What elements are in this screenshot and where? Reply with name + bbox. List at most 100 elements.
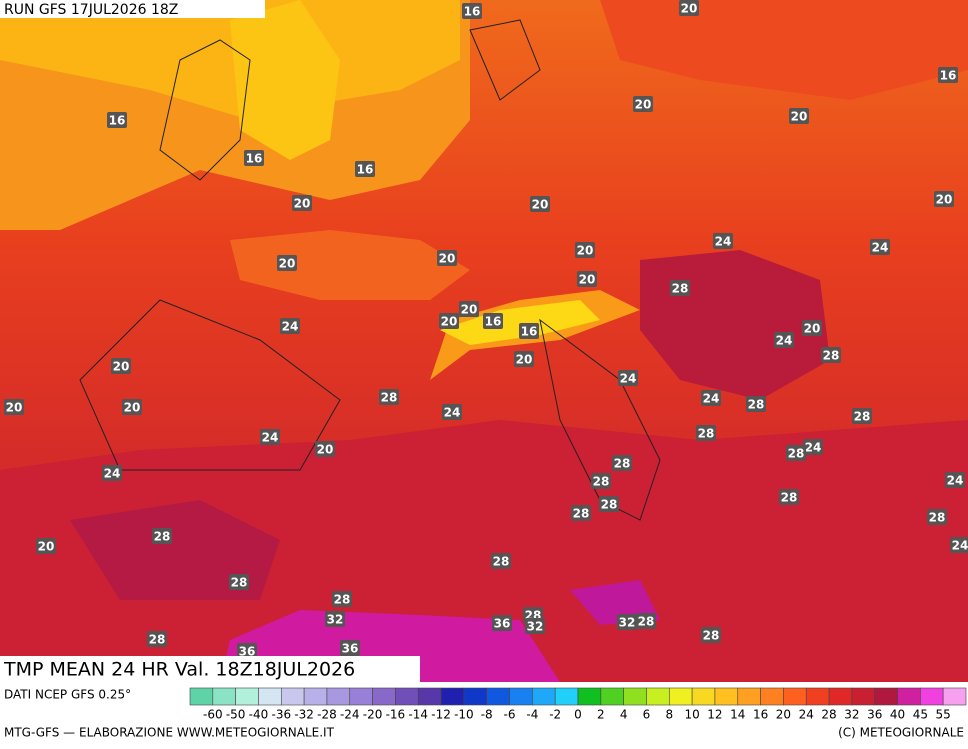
label-box — [237, 643, 257, 659]
scale-swatch — [235, 687, 259, 706]
label-box — [519, 323, 539, 339]
label-box — [701, 390, 721, 406]
scale-label: 8 — [665, 708, 673, 722]
scale-swatch — [714, 687, 739, 706]
contour-label: 28 — [154, 530, 171, 544]
contour-label: 16 — [940, 69, 957, 83]
scale-swatch — [737, 687, 761, 706]
scale-label: -4 — [526, 708, 538, 722]
contour-label: 20 — [441, 315, 458, 329]
contour-label: 20 — [804, 322, 821, 336]
label-box — [802, 320, 822, 336]
label-box — [315, 441, 335, 457]
contour-label: 20 — [38, 540, 55, 554]
label-box — [636, 613, 656, 629]
scale-swatch — [486, 687, 510, 706]
scale-label: 4 — [620, 708, 628, 722]
scale-swatch — [920, 687, 944, 706]
label-box — [355, 161, 375, 177]
scale-swatch — [212, 687, 236, 706]
contour-label: 16 — [109, 114, 126, 128]
contour-label: 20 — [113, 360, 130, 374]
contour-label: 32 — [527, 620, 544, 634]
label-box — [617, 614, 637, 630]
contour-label: 36 — [239, 645, 256, 659]
contour-label: 20 — [279, 257, 296, 271]
contour-label: 20 — [461, 303, 478, 317]
contour-label: 28 — [334, 593, 351, 607]
label-box — [821, 347, 841, 363]
map-field — [0, 0, 968, 682]
scale-swatch — [395, 687, 419, 706]
scale-label: 24 — [799, 708, 814, 722]
label-box — [679, 0, 699, 16]
label-box — [599, 496, 619, 512]
label-box — [786, 445, 806, 461]
contour-label: 36 — [494, 617, 511, 631]
label-box — [670, 280, 690, 296]
label-box — [934, 191, 954, 207]
scale-swatch — [668, 687, 693, 706]
contour-label: 20 — [577, 244, 594, 258]
contour-label: 20 — [791, 110, 808, 124]
scale-label: 32 — [844, 708, 859, 722]
label-box — [107, 112, 127, 128]
scale-swatch — [874, 687, 898, 706]
contour-label: 28 — [854, 410, 871, 424]
label-box — [713, 233, 733, 249]
label-box — [325, 611, 345, 627]
scale-swatch — [805, 687, 830, 706]
contour-label: 28 — [614, 457, 631, 471]
scale-swatch — [897, 687, 921, 706]
contour-label: 28 — [672, 282, 689, 296]
scale-label: -50 — [226, 708, 246, 722]
scale-label: 10 — [684, 708, 699, 722]
contour-label: 28 — [788, 447, 805, 461]
contour-label: 24 — [947, 474, 964, 488]
contour-label: 28 — [748, 398, 765, 412]
contour-label: 24 — [262, 431, 279, 445]
scale-swatch — [851, 687, 876, 706]
scale-label: -8 — [481, 708, 493, 722]
label-box — [950, 537, 968, 553]
title-box — [0, 656, 420, 684]
scale-swatch — [463, 687, 488, 706]
contour-label: 24 — [620, 372, 637, 386]
contour-label: 28 — [638, 615, 655, 629]
contour-label: 28 — [493, 555, 510, 569]
contour-label: 20 — [936, 193, 953, 207]
contour-label: 28 — [231, 576, 248, 590]
scale-swatch — [349, 687, 373, 706]
contour-label: 16 — [357, 163, 374, 177]
label-box — [442, 404, 462, 420]
color-scale: -60 -50 -40 -36 -32 -28 -24 -20 -16 -14 -12 -10 -8 -6… — [189, 687, 967, 722]
contour-label: 28 — [698, 427, 715, 441]
scale-swatch — [303, 687, 328, 706]
scale-swatch — [646, 687, 670, 706]
label-box — [439, 313, 459, 329]
contour-label: 28 — [929, 511, 946, 525]
scale-label: -40 — [249, 708, 269, 722]
header-box — [0, 0, 265, 18]
label-box — [462, 3, 482, 19]
scale-swatch — [760, 687, 784, 706]
contour-label: 20 — [579, 273, 596, 287]
contour-label: 20 — [635, 98, 652, 112]
contour-label: 16 — [246, 152, 263, 166]
scale-swatch — [600, 687, 624, 706]
scale-label: -24 — [340, 708, 360, 722]
scale-swatch — [532, 687, 556, 706]
scale-swatch — [280, 687, 305, 706]
scale-swatch — [509, 687, 533, 706]
contour-label: 28 — [593, 475, 610, 489]
contour-label: 24 — [715, 235, 732, 249]
scale-label: -60 — [203, 708, 223, 722]
label-box — [577, 271, 597, 287]
scale-swatch — [417, 687, 442, 706]
label-box — [492, 615, 512, 631]
contour-label: 28 — [703, 629, 720, 643]
scale-label: 55 — [936, 708, 951, 722]
label-box — [774, 332, 794, 348]
label-box — [927, 509, 947, 525]
contour-label: 20 — [439, 252, 456, 266]
